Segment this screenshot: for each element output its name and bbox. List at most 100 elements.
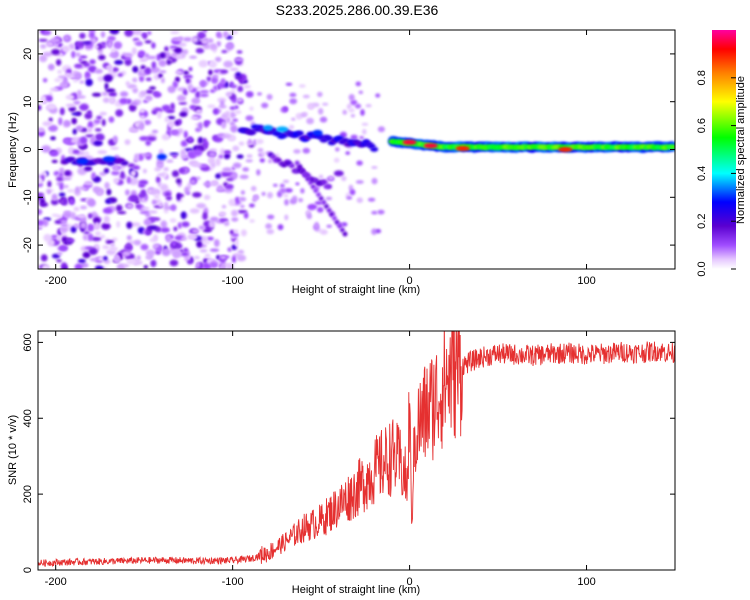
noise-blob <box>59 183 64 191</box>
noise-blob <box>42 218 49 227</box>
snr-y-tick-label: 400 <box>22 409 34 427</box>
noise-blob <box>255 138 264 145</box>
noise-blob <box>169 259 179 267</box>
noise-blob <box>71 112 79 116</box>
noise-blob <box>167 85 176 94</box>
noise-blob <box>202 30 208 33</box>
noise-blob <box>158 149 164 155</box>
noise-blob <box>317 91 323 97</box>
noise-blob <box>124 30 134 37</box>
colorbar: 0.0 0.2 0.4 0.6 0.8 Normalized spectral ampl… <box>696 30 747 277</box>
noise-blob <box>356 197 363 203</box>
noise-blob <box>261 191 266 196</box>
colorbar-tick-label: 0.2 <box>696 214 708 229</box>
noise-blob <box>227 247 232 252</box>
noise-blob <box>72 149 80 155</box>
noise-blob <box>38 192 45 197</box>
noise-blob <box>97 76 104 82</box>
noise-blob <box>155 176 161 184</box>
noise-blob <box>208 151 216 158</box>
noise-blob <box>199 80 207 88</box>
noise-blob <box>139 210 149 215</box>
noise-blob <box>167 115 176 120</box>
noise-blob <box>319 116 328 123</box>
noise-blob <box>147 31 152 35</box>
noise-blob <box>213 239 220 248</box>
colorbar-tick-label: 0.6 <box>696 118 708 133</box>
noise-blob <box>261 102 269 109</box>
noise-blob <box>170 204 177 212</box>
noise-blob <box>275 153 280 158</box>
noise-blob <box>132 87 139 94</box>
noise-blob <box>226 177 234 182</box>
noise-blob <box>131 47 137 55</box>
spectrogram-y-ticks: -20 -10 0 10 20 <box>22 48 675 253</box>
noise-blob <box>232 145 240 152</box>
noise-blob <box>197 31 206 40</box>
noise-blob <box>111 237 118 242</box>
noise-blob <box>40 44 47 49</box>
echo-blob <box>120 160 129 166</box>
noise-blob <box>61 45 71 53</box>
noise-blob <box>105 240 115 244</box>
noise-blob <box>180 211 187 220</box>
noise-blob <box>89 59 96 65</box>
snr-frame <box>37 330 676 571</box>
noise-blob <box>48 117 53 122</box>
noise-blob <box>101 119 106 127</box>
noise-blob <box>47 103 56 110</box>
noise-blob <box>183 247 189 253</box>
noise-blob <box>63 36 70 41</box>
main-trace-core <box>669 144 675 150</box>
noise-blob <box>107 64 113 73</box>
noise-blob <box>107 41 113 49</box>
noise-blob <box>306 117 314 125</box>
noise-blob <box>74 263 83 269</box>
echo-branch-blob <box>331 215 337 221</box>
noise-blob <box>79 32 86 39</box>
noise-blob <box>39 54 48 63</box>
noise-blob <box>58 117 63 126</box>
noise-blob <box>191 97 201 105</box>
noise-blob <box>191 229 200 234</box>
noise-blob <box>229 81 234 87</box>
noise-blob <box>56 235 61 241</box>
noise-blob <box>282 179 290 184</box>
noise-blob <box>64 72 72 77</box>
noise-blob <box>245 91 254 98</box>
noise-blob <box>59 107 65 116</box>
noise-blob <box>224 183 234 190</box>
spectrogram-y-tick-label: -20 <box>22 237 34 253</box>
noise-blob <box>97 48 103 55</box>
noise-blob <box>245 115 254 121</box>
noise-blob <box>207 104 216 109</box>
noise-blob <box>199 93 209 98</box>
echo-branch-blob <box>339 227 345 233</box>
noise-blob <box>97 150 108 155</box>
noise-blob <box>62 211 73 219</box>
noise-blob <box>56 259 62 263</box>
noise-blob <box>55 59 62 66</box>
noise-blob <box>221 204 227 209</box>
noise-blob <box>156 111 162 119</box>
noise-blob <box>219 264 227 269</box>
noise-blob <box>149 86 156 90</box>
noise-blob <box>230 124 238 133</box>
noise-blob <box>288 125 295 130</box>
noise-blob <box>124 139 131 146</box>
noise-blob <box>350 114 355 118</box>
noise-blob <box>40 95 47 103</box>
noise-blob <box>145 140 152 146</box>
echo-branch-blob <box>323 203 329 209</box>
spectrogram-y-tick-label: 20 <box>22 48 34 60</box>
noise-blob <box>139 207 150 210</box>
spectrogram-x-tick-label: -200 <box>45 275 67 287</box>
colorbar-tick-label: 0.4 <box>696 166 708 181</box>
noise-blob <box>212 85 219 91</box>
noise-blob <box>282 106 289 112</box>
noise-blob <box>197 136 204 144</box>
noise-blob <box>46 189 52 195</box>
noise-blob <box>306 213 312 220</box>
noise-blob <box>266 94 273 100</box>
noise-blob <box>99 171 107 176</box>
